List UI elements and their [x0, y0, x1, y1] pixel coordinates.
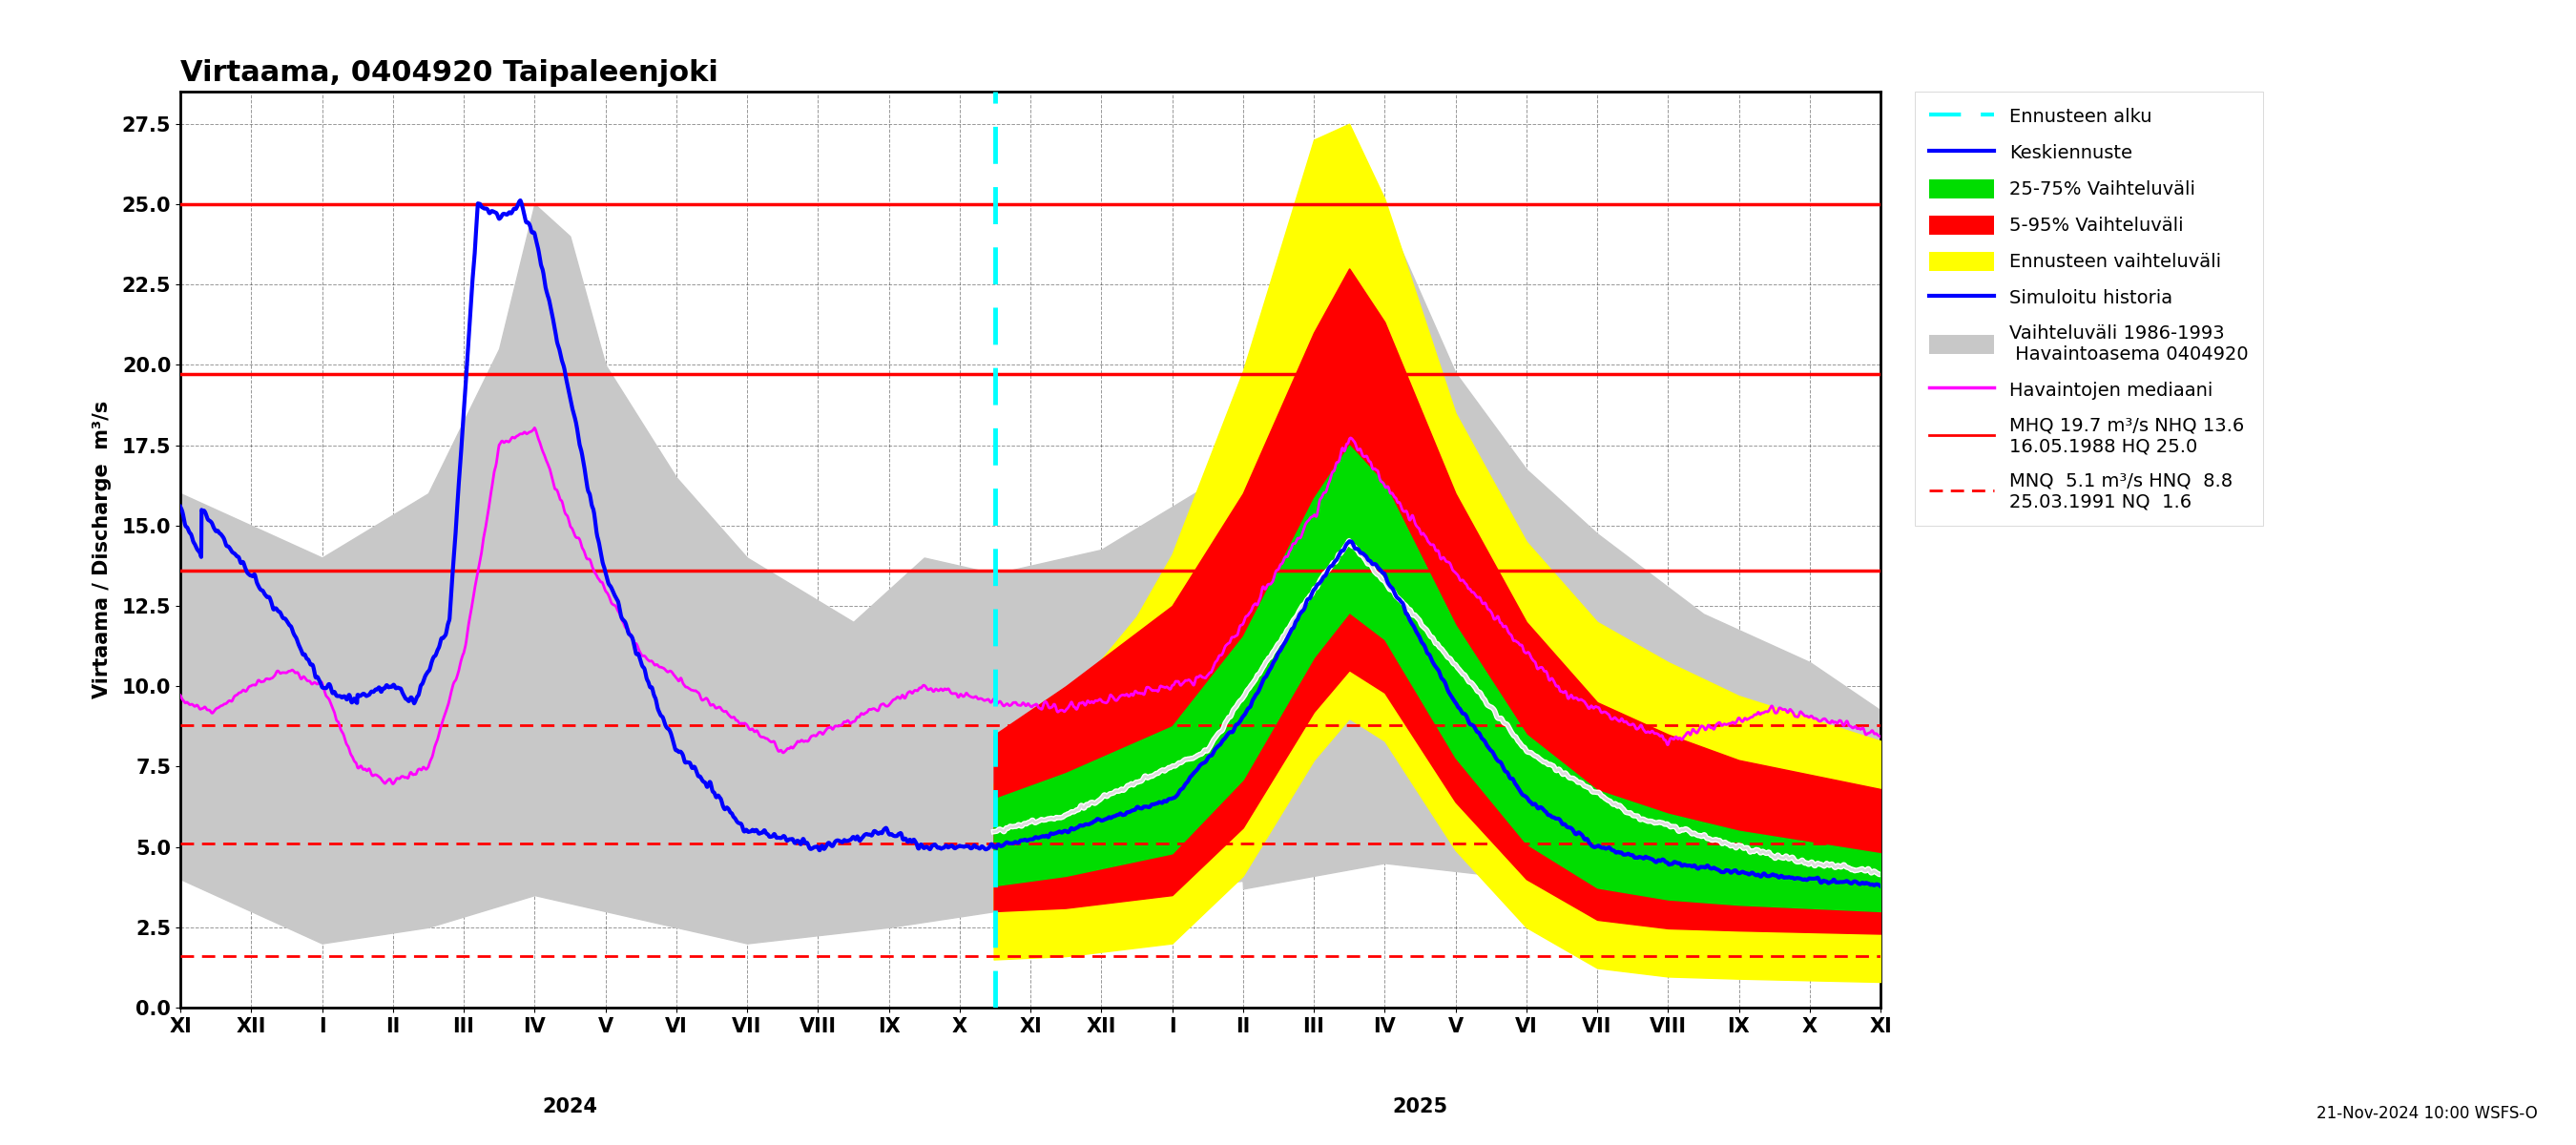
Legend: Ennusteen alku, Keskiennuste, 25-75% Vaihteluväli, 5-95% Vaihteluväli, Ennusteen: Ennusteen alku, Keskiennuste, 25-75% Vai… — [1914, 92, 2264, 526]
Text: 2025: 2025 — [1391, 1098, 1448, 1116]
Text: Virtaama, 0404920 Taipaleenjoki: Virtaama, 0404920 Taipaleenjoki — [180, 60, 719, 87]
Text: 21-Nov-2024 10:00 WSFS-O: 21-Nov-2024 10:00 WSFS-O — [2316, 1105, 2537, 1122]
Text: 2024: 2024 — [544, 1098, 598, 1116]
Y-axis label: Virtaama / Discharge  m³/s: Virtaama / Discharge m³/s — [93, 401, 111, 698]
